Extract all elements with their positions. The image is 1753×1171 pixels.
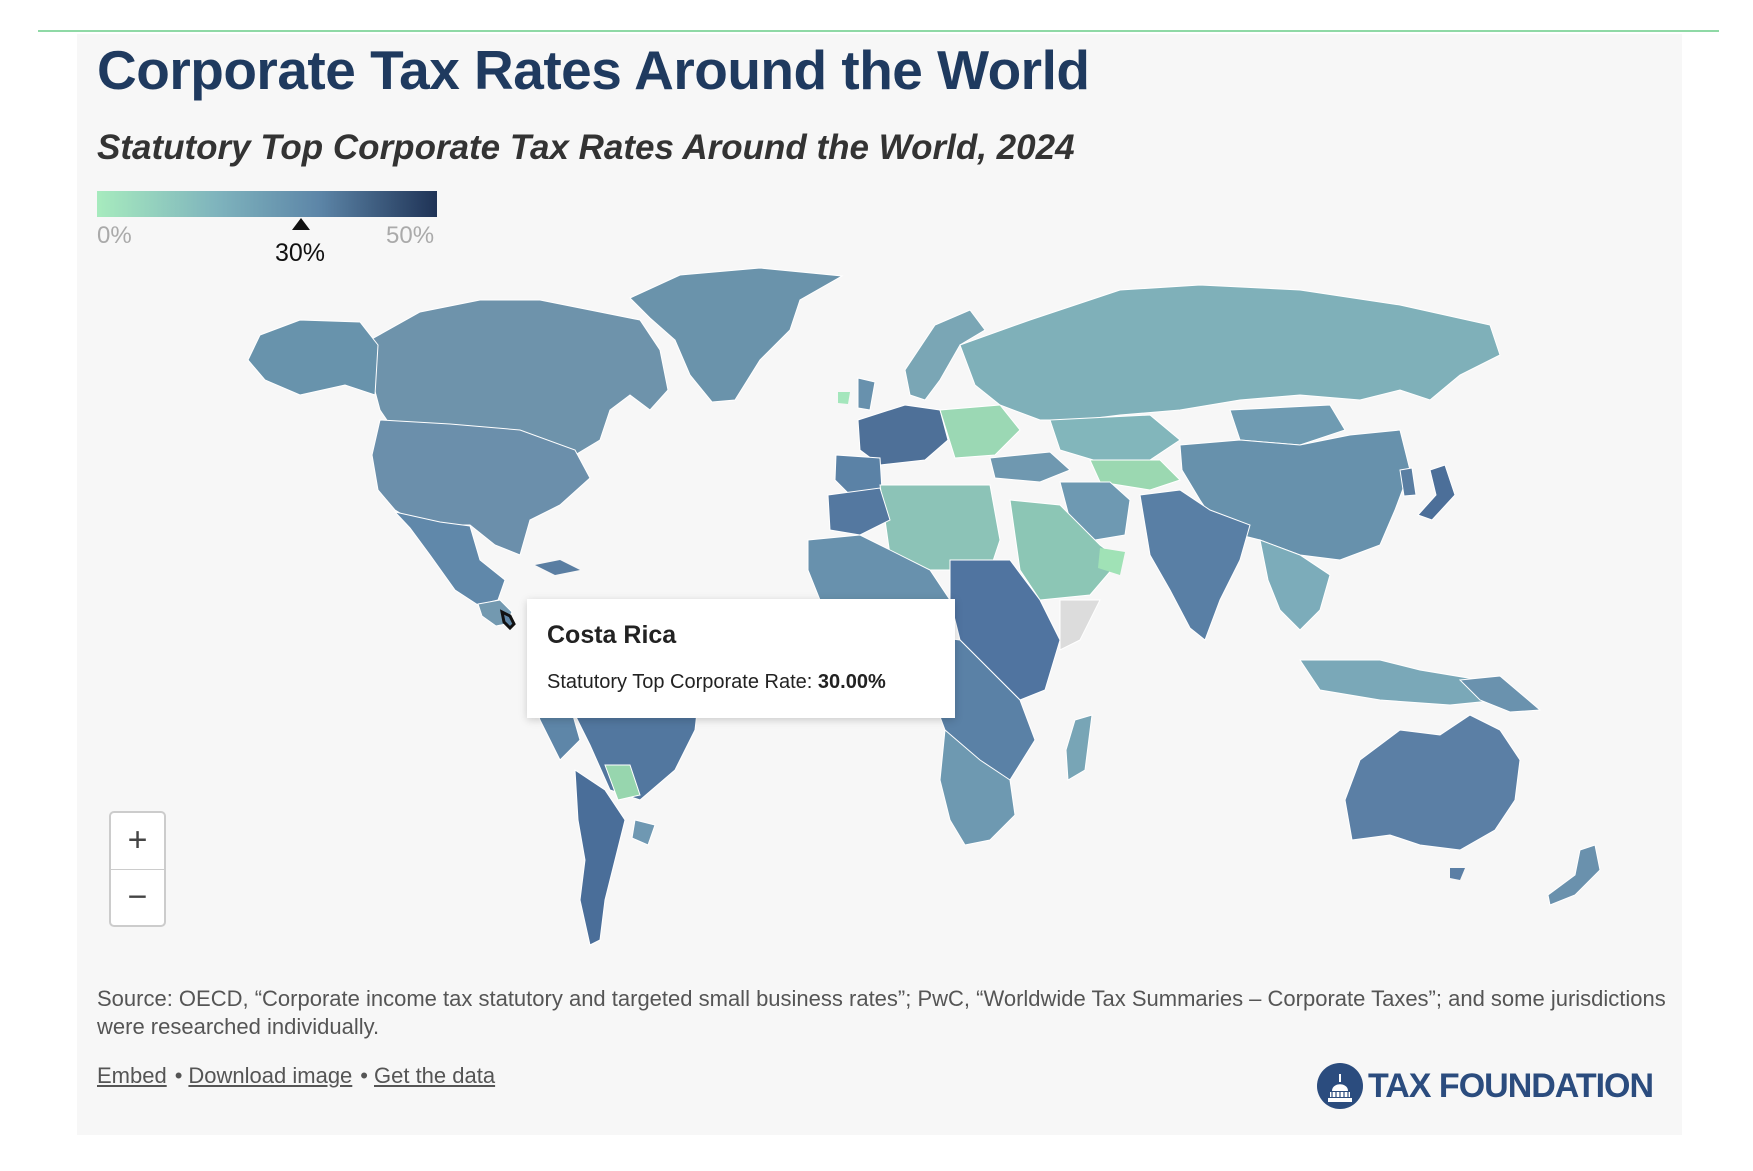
page-title: Corporate Tax Rates Around the World [97,39,1090,101]
region-alaska[interactable] [247,319,379,396]
region-europe-west[interactable] [857,404,949,466]
legend-max-label: 50% [386,222,435,249]
tax-foundation-logo[interactable]: TAX FOUNDATION [1316,1062,1654,1110]
top-rule [38,30,1719,32]
region-turkey[interactable] [989,451,1071,483]
region-ireland[interactable] [838,392,850,404]
region-uk[interactable] [857,377,876,411]
region-morocco[interactable] [827,487,891,536]
zoom-in-button[interactable]: + [111,813,164,870]
link-separator: • [360,1063,368,1088]
region-japan[interactable] [1417,464,1456,521]
footer-links: Embed • Download image • Get the data [97,1063,495,1089]
region-mongolia[interactable] [1229,404,1346,446]
region-cuba[interactable] [535,560,580,575]
region-uruguay[interactable] [631,819,656,846]
legend-marker-icon [292,218,310,230]
tooltip-metric: Statutory Top Corporate Rate: 30.00% [547,671,886,694]
region-papua[interactable] [1458,675,1542,713]
region-oman[interactable] [1098,548,1125,575]
zoom-controls: + − [109,811,166,927]
brand-name: TAX FOUNDATION [1368,1066,1654,1105]
region-argentina[interactable] [574,769,626,946]
region-europe-east[interactable] [939,404,1021,459]
region-korea[interactable] [1399,467,1417,497]
region-greenland[interactable] [629,267,844,403]
region-east-africa[interactable] [949,559,1061,701]
region-tasmania[interactable] [1450,868,1465,880]
source-note: Source: OECD, “Corporate income tax stat… [97,986,1666,1039]
region-kazakhstan[interactable] [1049,414,1181,463]
region-arabia[interactable] [1009,499,1121,601]
region-australia[interactable] [1344,714,1521,851]
region-southern-africa[interactable] [939,728,1016,846]
region-new-zealand[interactable] [1547,844,1601,906]
region-paraguay[interactable] [604,764,641,801]
download-image-link[interactable]: Download image [188,1063,353,1088]
region-costa-rica[interactable] [499,609,516,631]
tooltip-metric-label: Statutory Top Corporate Rate: [547,671,813,693]
region-southeast-asia[interactable] [1259,539,1331,631]
get-data-link[interactable]: Get the data [374,1063,496,1088]
region-central-asia-low[interactable] [1089,459,1181,491]
legend-current-value: 30% [275,239,326,267]
region-russia[interactable] [959,284,1501,421]
region-madagascar[interactable] [1065,714,1093,781]
legend-min-label: 0% [97,222,132,249]
zoom-out-button[interactable]: − [127,878,148,916]
tooltip-country-name: Costa Rica [547,621,677,649]
page-subtitle: Statutory Top Corporate Tax Rates Around… [97,128,1075,167]
region-somalia[interactable] [1059,599,1101,651]
tooltip-metric-value: 30.00% [817,671,886,693]
embed-link[interactable]: Embed [97,1063,167,1088]
legend-gradient-bar [97,191,437,217]
capitol-dome-icon [1317,1063,1363,1109]
link-separator: • [174,1063,183,1088]
region-india[interactable] [1139,489,1251,641]
country-tooltip: Costa Rica Statutory Top Corporate Rate:… [527,599,955,718]
